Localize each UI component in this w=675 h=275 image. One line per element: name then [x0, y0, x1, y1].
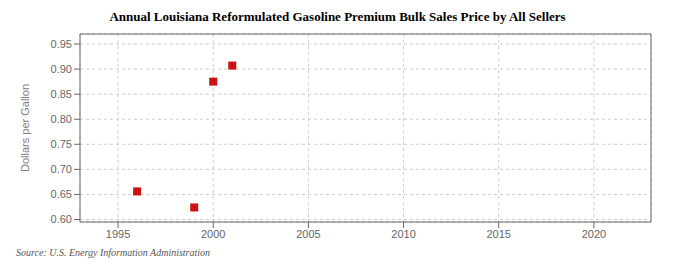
svg-text:0.70: 0.70: [51, 163, 72, 175]
svg-text:0.60: 0.60: [51, 213, 72, 225]
svg-text:0.80: 0.80: [51, 113, 72, 125]
svg-text:0.95: 0.95: [51, 38, 72, 50]
svg-text:0.75: 0.75: [51, 138, 72, 150]
svg-text:1995: 1995: [106, 228, 130, 240]
svg-text:2010: 2010: [391, 228, 415, 240]
html-text:Source: U.S. Energy Informatio: Source: U.S. Energy Information Administ…: [16, 247, 211, 258]
svg-text:0.65: 0.65: [51, 188, 72, 200]
svg-text:Dollars per Gallon: Dollars per Gallon: [19, 84, 31, 172]
svg-text:2020: 2020: [582, 228, 606, 240]
svg-text:0.85: 0.85: [51, 88, 72, 100]
html-text:Annual Louisiana Reformulated: Annual Louisiana Reformulated Gasoline P…: [109, 9, 566, 24]
svg-text:0.90: 0.90: [51, 63, 72, 75]
svg-text:2015: 2015: [486, 228, 510, 240]
svg-text:2005: 2005: [296, 228, 320, 240]
svg-text:2000: 2000: [201, 228, 225, 240]
